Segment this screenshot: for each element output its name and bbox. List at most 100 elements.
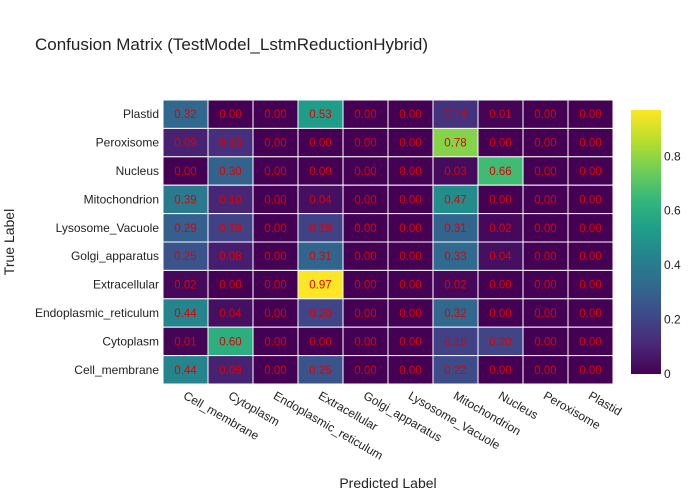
heatmap-cell-label: 0.00 (264, 223, 286, 235)
y-tick-label: Nucleus (116, 164, 159, 178)
heatmap-cell-label: 0.00 (264, 251, 286, 263)
heatmap-cell-label: 0.04 (309, 194, 332, 206)
heatmap-cell (297, 298, 344, 328)
heatmap-cell (567, 213, 614, 243)
heatmap-cell (477, 213, 524, 243)
heatmap-cell (522, 241, 569, 271)
heatmap-cell-label: 0.00 (399, 251, 421, 263)
heatmap-cell-label: 0.30 (219, 166, 241, 178)
heatmap-cell-label: 0.39 (174, 194, 196, 206)
heatmap-cell-label: 0.00 (264, 336, 286, 348)
heatmap-cell-label: 0.00 (579, 280, 601, 292)
y-axis-title: True Label (1, 209, 17, 275)
heatmap-cell-label: 0.19 (219, 223, 241, 235)
heatmap-cell-label: 0.78 (444, 138, 466, 150)
heatmap-cell (162, 184, 209, 215)
heatmap-cell-label: 0.00 (534, 166, 556, 178)
y-tick-label: Mitochondrion (84, 192, 159, 206)
heatmap-cell-label: 0.00 (489, 308, 511, 320)
heatmap-cell-label: 0.00 (399, 336, 421, 348)
y-tick-label: Endoplasmic_reticulum (35, 306, 159, 320)
heatmap-cell (342, 355, 389, 385)
heatmap-cell-label: 0.00 (264, 194, 286, 206)
heatmap-cell-label: 0.00 (579, 166, 601, 178)
heatmap-cell (252, 355, 299, 385)
heatmap-cell-label: 0.20 (309, 308, 331, 320)
heatmap-cell (387, 355, 434, 385)
heatmap-cell (252, 156, 299, 186)
heatmap-cell (522, 156, 569, 186)
heatmap-cell-label: 0.00 (489, 194, 511, 206)
heatmap-cell-label: 0.00 (264, 280, 286, 292)
x-axis-ticks: Cell_membraneCytoplasmEndoplasmic_reticu… (181, 388, 624, 462)
heatmap-cell-label: 0.00 (579, 138, 601, 150)
heatmap-cell-label: 0.00 (174, 166, 196, 178)
y-tick-label: Golgi_apparatus (71, 249, 159, 263)
heatmap-cell-label: 0.22 (444, 365, 466, 377)
heatmap-cell-label: 0.97 (309, 280, 331, 292)
heatmap-cell-label: 0.03 (444, 166, 466, 178)
heatmap-cell (432, 355, 479, 385)
heatmap-cell (342, 326, 389, 357)
heatmap-cell-label: 0.00 (579, 194, 601, 206)
heatmap-cell-label: 0.60 (219, 336, 241, 348)
heatmap-cell-label: 0.00 (534, 365, 556, 377)
heatmap-cell (207, 213, 254, 243)
heatmap-cell-label: 0.00 (354, 251, 376, 263)
heatmap-cell (387, 298, 434, 328)
y-tick-label: Plastid (123, 107, 159, 121)
heatmap-cells (162, 99, 614, 385)
heatmap-cell-label: 0.00 (534, 251, 556, 263)
heatmap-cell (387, 241, 434, 271)
heatmap-cell (162, 355, 209, 385)
heatmap-cell-label: 0.00 (309, 336, 331, 348)
colorbar-tick-label: 0.6 (664, 204, 681, 218)
heatmap-cell-label: 0.09 (174, 138, 196, 150)
heatmap-cell (162, 241, 209, 271)
heatmap-cell-label: 0.00 (399, 280, 421, 292)
heatmap-cell-label: 0.00 (354, 138, 376, 150)
heatmap-cell-label: 0.00 (354, 308, 376, 320)
heatmap-cell-label: 0.33 (444, 251, 466, 263)
chart-title: Confusion Matrix (TestModel_LstmReductio… (35, 35, 428, 54)
heatmap-cell (252, 298, 299, 328)
heatmap-cell (297, 241, 344, 271)
heatmap-cell (477, 269, 524, 300)
heatmap-cell-label: 0.00 (354, 166, 376, 178)
heatmap-cell-label: 0.00 (354, 365, 376, 377)
heatmap-cell (297, 127, 344, 158)
heatmap-cell-label: 0.44 (174, 365, 197, 377)
heatmap-cell (477, 127, 524, 158)
heatmap-cell (477, 326, 524, 357)
heatmap-cell (297, 355, 344, 385)
heatmap-cell-label: 0.00 (534, 336, 556, 348)
heatmap-cell-label: 0.00 (354, 194, 376, 206)
heatmap-cell-label: 0.00 (354, 223, 376, 235)
heatmap-cell (522, 213, 569, 243)
heatmap-cell-label: 0.04 (489, 251, 512, 263)
x-axis-title: Predicted Label (339, 475, 436, 491)
heatmap-cell-label: 0.08 (219, 251, 241, 263)
heatmap-cell-label: 0.00 (399, 166, 421, 178)
colorbar-ticks: 0 0.2 0.4 0.6 0.8 (664, 149, 681, 381)
colorbar-gradient (631, 110, 661, 374)
heatmap-cell (297, 269, 344, 300)
heatmap-cell-label: 0.32 (174, 109, 196, 121)
heatmap-cell-label: 0.44 (174, 308, 197, 320)
colorbar-tick-label: 0 (664, 367, 671, 381)
heatmap-cell (207, 156, 254, 186)
heatmap-cell-label: 0.47 (444, 194, 466, 206)
heatmap-cell (207, 326, 254, 357)
heatmap-cell-label: 0.00 (264, 308, 286, 320)
heatmap-cell (432, 156, 479, 186)
heatmap-cell (432, 127, 479, 158)
heatmap-cell (567, 156, 614, 186)
heatmap-cell-label: 0.00 (354, 109, 376, 121)
heatmap-cell-label: 0.00 (399, 365, 421, 377)
heatmap-cell-label: 0.00 (534, 138, 556, 150)
x-tick-label: Cell_membrane (181, 388, 262, 443)
heatmap-cell-label: 0.00 (489, 280, 511, 292)
heatmap-cell (522, 298, 569, 328)
heatmap-cell-label: 0.00 (534, 194, 556, 206)
